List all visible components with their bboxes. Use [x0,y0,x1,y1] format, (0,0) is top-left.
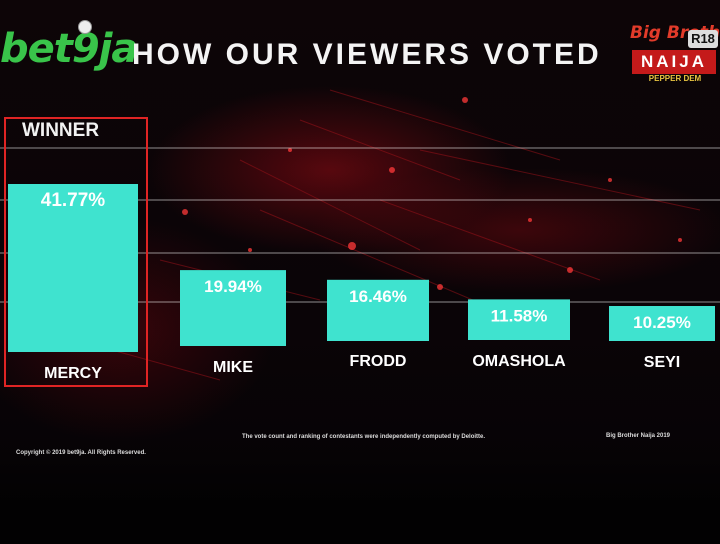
bar-value-label: 11.58% [491,306,548,325]
bar-value-label: 41.77% [41,190,106,211]
category-label: FRODD [350,353,407,370]
big-brother-naija-logo: Big Brother R18 NAIJA PEPPER DEM [630,20,720,84]
background-dot [389,167,395,173]
bar-mike [180,270,286,346]
logo-text: bet9ja [0,26,138,72]
bar-seyi [609,306,715,341]
background-dot [288,148,292,152]
winner-highlight-box [4,117,148,387]
background-dot [182,209,188,215]
background-streak [379,199,601,281]
background-streak [299,119,461,181]
category-label: MIKE [213,359,253,376]
background-streak [329,89,561,161]
bar-value-label: 16.46% [349,287,407,306]
show-logo-main-text: NAIJA [632,50,716,74]
category-label: OMASHOLA [472,353,566,370]
background-dot [567,267,573,273]
show-credit: Big Brother Naija 2019 [606,433,671,439]
bar-value-label: 19.94% [204,277,262,296]
background-dot [528,218,532,222]
show-logo-subtitle: PEPPER DEM [648,74,702,83]
category-label: SEYI [644,354,680,371]
football-icon [78,20,92,34]
background-dot [608,178,612,182]
background-dot [462,97,468,103]
background-streak [419,149,701,211]
background-dot [678,238,682,242]
deloitte-disclaimer: The vote count and ranking of contestant… [242,434,486,440]
category-label: MERCY [44,365,102,382]
bar-omashola [468,299,570,340]
background-dot [348,242,356,250]
background-dot [437,284,443,290]
age-rating-badge: R18 [688,30,718,48]
background-dot [248,248,252,252]
winner-label: WINNER [22,120,100,141]
page-title: HOW OUR VIEWERS VOTED [132,38,602,71]
bar-mercy [8,184,138,352]
bottom-fade [0,455,720,544]
copyright-text: Copyright © 2019 bet9ja. All Rights Rese… [16,450,146,456]
background-streak [239,159,421,251]
bet9ja-logo: bet9ja [0,24,138,74]
bar-value-label: 10.25% [633,313,691,332]
bar-frodd [327,279,429,341]
